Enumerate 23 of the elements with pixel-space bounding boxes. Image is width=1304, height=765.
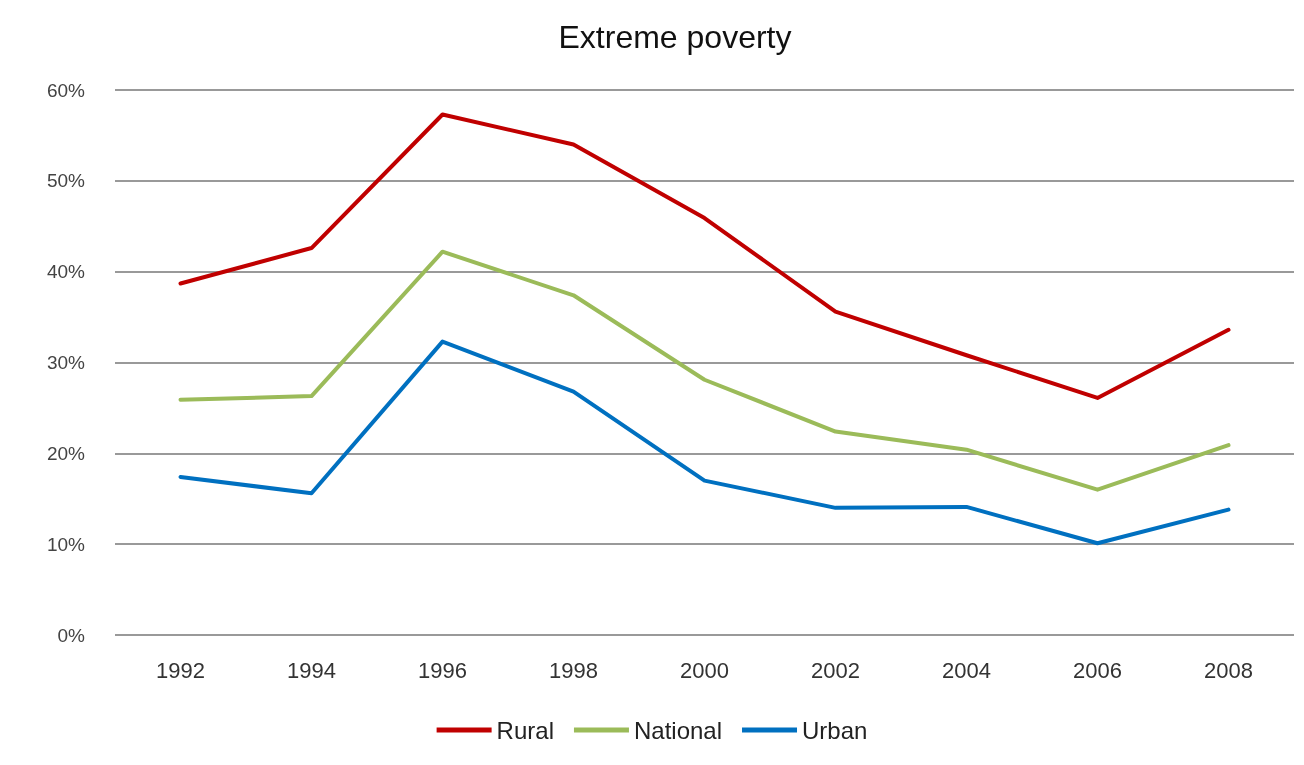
x-tick-label: 1996 [418, 657, 467, 683]
x-tick-label: 2006 [1073, 657, 1122, 683]
x-tick-label: 2008 [1204, 657, 1253, 683]
x-tick-label: 2004 [942, 657, 991, 683]
legend-label: Rural [496, 716, 554, 744]
y-tick-label: 0% [57, 624, 86, 646]
legend-label: Urban [802, 716, 868, 744]
y-tick-label: 60% [46, 79, 86, 101]
line-series [178, 112, 1231, 400]
y-tick-label: 20% [46, 442, 86, 464]
x-tick-label: 1992 [156, 657, 205, 683]
line-series [178, 339, 1231, 546]
x-tick-label: 2000 [680, 657, 729, 683]
x-tick-label: 1998 [549, 657, 598, 683]
line-series [178, 249, 1231, 492]
x-tick-label: 2002 [811, 657, 860, 683]
y-tick-label: 40% [46, 261, 86, 283]
legend-label: National [633, 716, 723, 744]
y-tick-label: 10% [46, 533, 86, 555]
y-tick-label: 30% [46, 352, 86, 373]
chart-title: Extreme poverty [558, 19, 792, 55]
y-tick-label: 50% [46, 170, 86, 192]
x-tick-label: 1994 [287, 657, 336, 683]
